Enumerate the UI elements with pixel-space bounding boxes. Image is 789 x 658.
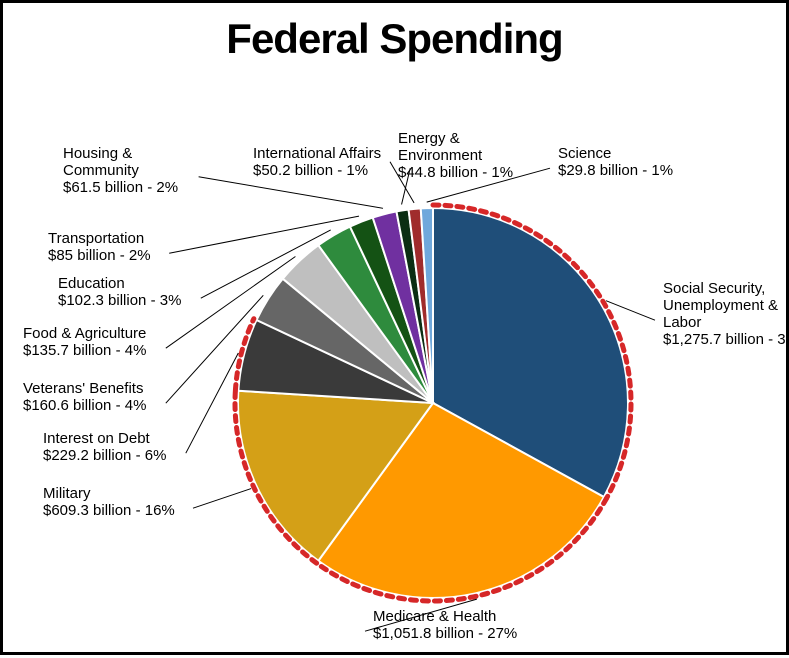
leader-line bbox=[193, 489, 251, 509]
slice-label: Food & Agriculture$135.7 billion - 4% bbox=[23, 325, 146, 359]
slice-label: Medicare & Health$1,051.8 billion - 27% bbox=[373, 608, 517, 642]
slice-label: Veterans' Benefits$160.6 billion - 4% bbox=[23, 380, 146, 414]
slice-label: Energy &Environment$44.8 billion - 1% bbox=[398, 130, 513, 181]
slice-label: International Affairs$50.2 billion - 1% bbox=[253, 145, 381, 179]
slice-label: Housing &Community$61.5 billion - 2% bbox=[63, 145, 178, 196]
slice-label: Military$609.3 billion - 16% bbox=[43, 485, 175, 519]
slice-label: Education$102.3 billion - 3% bbox=[58, 275, 181, 309]
slice-label: Social Security,Unemployment &Labor$1,27… bbox=[663, 280, 789, 348]
chart-frame: Federal Spending Social Security,Unemplo… bbox=[0, 0, 789, 655]
leader-line bbox=[199, 177, 383, 209]
slice-label: Transportation$85 billion - 2% bbox=[48, 230, 151, 264]
slice-label: Science$29.8 billion - 1% bbox=[558, 145, 673, 179]
leader-line bbox=[186, 353, 239, 453]
pie-chart: Social Security,Unemployment &Labor$1,27… bbox=[3, 3, 789, 658]
pie-slices bbox=[238, 208, 628, 598]
slice-label: Interest on Debt$229.2 billion - 6% bbox=[43, 430, 166, 464]
